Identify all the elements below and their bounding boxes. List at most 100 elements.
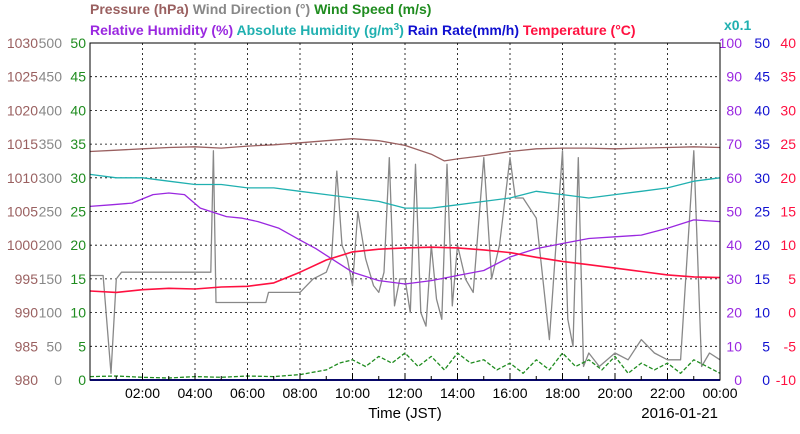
legend-entry: Absolute Humidity (g/m xyxy=(233,22,393,38)
y-tick-label: 30 xyxy=(726,271,742,287)
absolute-humidity-series xyxy=(89,173,721,209)
date-label: 2016-01-21 xyxy=(641,405,718,422)
y-tick-label: 150 xyxy=(39,271,63,287)
temperature-series xyxy=(89,246,721,294)
y-tick-label: 990 xyxy=(15,305,39,321)
y-tick-label: 20 xyxy=(70,237,86,253)
y-tick-label: 350 xyxy=(39,136,63,152)
y-tick-label: 35 xyxy=(70,136,86,152)
y-tick-label: 45 xyxy=(754,69,770,85)
y-tick-label: -5 xyxy=(784,338,797,354)
x-tick-label: 04:00 xyxy=(177,385,212,401)
y-tick-label: 15 xyxy=(70,271,86,287)
y-tick-label: 30 xyxy=(70,170,86,186)
y-tick-label: 25 xyxy=(780,136,796,152)
x-axis-label: Time (JST) xyxy=(368,405,442,422)
y-tick-label: 50 xyxy=(46,338,62,354)
abs-humidity-scale-note: x0.1 xyxy=(724,17,751,33)
y-tick-label: 80 xyxy=(726,102,742,118)
y-tick-label: 980 xyxy=(15,372,39,388)
y-tick-label: 1015 xyxy=(7,136,38,152)
y-tick-label: 40 xyxy=(754,102,770,118)
y-tick-label: 100 xyxy=(39,305,63,321)
y-tick-label: 0 xyxy=(788,305,796,321)
y-tick-label: 0 xyxy=(734,372,742,388)
y-axes: 9809859909951000100510101015102010251030… xyxy=(7,35,796,388)
y-tick-label: 40 xyxy=(70,102,86,118)
y-tick-label: 5 xyxy=(788,271,796,287)
y-tick-label: 0 xyxy=(78,372,86,388)
y-tick-label: 50 xyxy=(70,35,86,51)
y-tick-label: 5 xyxy=(762,338,770,354)
y-tick-label: 25 xyxy=(70,204,86,220)
x-tick-label: 14:00 xyxy=(440,385,475,401)
y-tick-label: 1020 xyxy=(7,102,38,118)
y-tick-label: 100 xyxy=(719,35,743,51)
y-tick-label: 45 xyxy=(70,69,86,85)
legend-entry-close: ) xyxy=(399,22,404,38)
y-tick-label: 450 xyxy=(39,69,63,85)
y-tick-label: 15 xyxy=(754,271,770,287)
y-tick-label: -10 xyxy=(776,372,796,388)
y-tick-label: 30 xyxy=(754,170,770,186)
legend-superscript: 3 xyxy=(394,22,400,33)
y-tick-label: 1030 xyxy=(7,35,38,51)
y-tick-label: 250 xyxy=(39,204,63,220)
x-tick-label: 20:00 xyxy=(597,385,632,401)
y-tick-label: 200 xyxy=(39,237,63,253)
y-tick-label: 5 xyxy=(78,338,86,354)
y-tick-label: 0 xyxy=(762,372,770,388)
y-tick-label: 40 xyxy=(726,237,742,253)
y-tick-label: 10 xyxy=(780,237,796,253)
y-tick-label: 20 xyxy=(780,170,796,186)
legend: Pressure (hPa) Wind Direction (°) Wind S… xyxy=(90,1,751,38)
legend-entry: Relative Humidity (%) xyxy=(90,22,233,38)
y-tick-label: 985 xyxy=(15,338,39,354)
pressure-series xyxy=(89,138,721,162)
x-tick-label: 16:00 xyxy=(492,385,527,401)
y-tick-label: 1010 xyxy=(7,170,38,186)
y-tick-label: 995 xyxy=(15,271,39,287)
legend-row-1: Pressure (hPa) Wind Direction (°) Wind S… xyxy=(90,1,431,17)
y-tick-label: 300 xyxy=(39,170,63,186)
y-tick-label: 30 xyxy=(780,102,796,118)
y-tick-label: 10 xyxy=(726,338,742,354)
y-tick-label: 90 xyxy=(726,69,742,85)
legend-entry: Wind Direction (°) xyxy=(189,1,310,17)
y-tick-label: 1005 xyxy=(7,204,38,220)
y-tick-label: 40 xyxy=(780,35,796,51)
x-tick-label: 08:00 xyxy=(282,385,317,401)
y-tick-label: 15 xyxy=(780,204,796,220)
legend-entry: Rain Rate(mm/h) xyxy=(404,22,519,38)
y-tick-label: 60 xyxy=(726,170,742,186)
legend-row-2: Relative Humidity (%) Absolute Humidity … xyxy=(90,22,636,38)
x-tick-label: 10:00 xyxy=(335,385,370,401)
relative-humidity-series xyxy=(89,192,721,285)
y-tick-label: 400 xyxy=(39,102,63,118)
y-tick-label: 20 xyxy=(754,237,770,253)
legend-entry: Pressure (hPa) xyxy=(90,1,189,17)
x-tick-label: 00:00 xyxy=(702,385,737,401)
y-tick-label: 0 xyxy=(54,372,62,388)
legend-entry: Temperature (°C) xyxy=(519,22,636,38)
x-tick-label: 12:00 xyxy=(387,385,422,401)
y-tick-label: 70 xyxy=(726,136,742,152)
y-tick-label: 25 xyxy=(754,204,770,220)
wind-speed-series xyxy=(89,352,721,379)
y-tick-label: 50 xyxy=(754,35,770,51)
grid xyxy=(90,43,720,380)
y-tick-label: 50 xyxy=(726,204,742,220)
y-tick-label: 1000 xyxy=(7,237,38,253)
y-tick-label: 500 xyxy=(39,35,63,51)
x-tick-label: 06:00 xyxy=(230,385,265,401)
legend-entry: Wind Speed (m/s) xyxy=(310,1,431,17)
x-tick-label: 18:00 xyxy=(545,385,580,401)
x-axis: 02:00 04:00 06:00 08:00 10:00 12:00 14:00 16:00… xyxy=(115,373,738,401)
y-tick-label: 35 xyxy=(780,69,796,85)
x-tick-label: 22:00 xyxy=(650,385,685,401)
y-tick-label: 20 xyxy=(726,305,742,321)
y-tick-label: 10 xyxy=(754,305,770,321)
y-tick-label: 35 xyxy=(754,136,770,152)
y-tick-label: 10 xyxy=(70,305,86,321)
